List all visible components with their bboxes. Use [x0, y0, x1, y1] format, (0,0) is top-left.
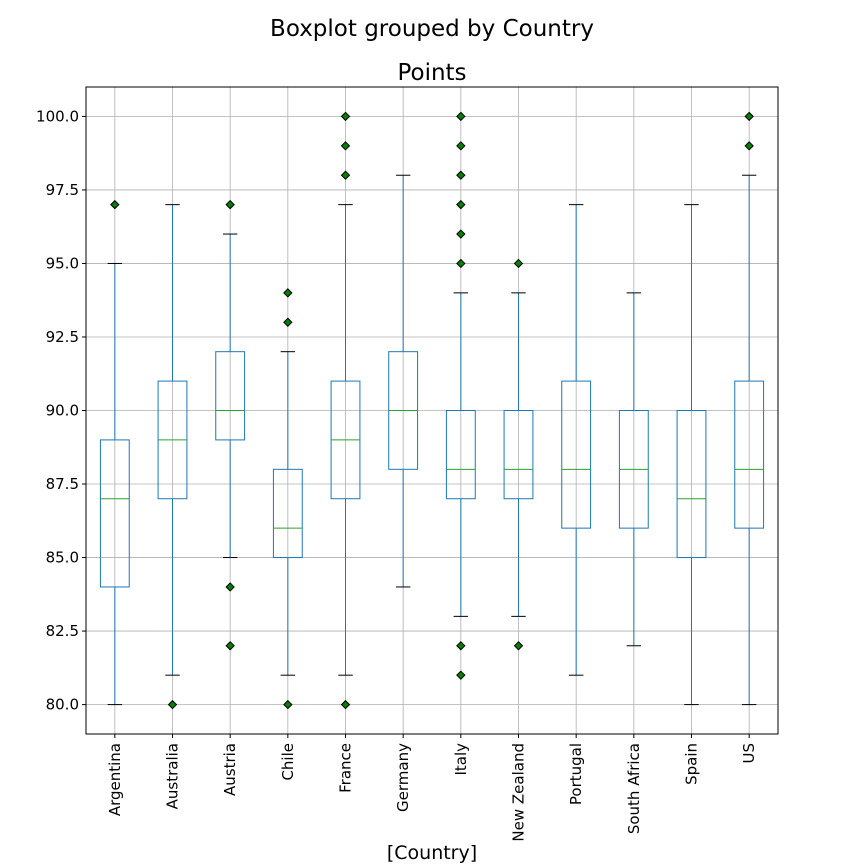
x-tick-label: US: [740, 743, 758, 764]
box-austria: [215, 199, 246, 651]
y-tick-label: 82.5: [46, 622, 79, 640]
x-tick-label: France: [337, 743, 355, 793]
flier-point: [225, 199, 235, 210]
boxes: [99, 111, 765, 710]
y-tick-label: 80.0: [46, 696, 79, 714]
flier-point: [744, 141, 754, 151]
flier-point: [456, 141, 466, 151]
x-tick-label: Australia: [164, 743, 182, 809]
x-tick-label: Germany: [394, 743, 412, 812]
flier-point: [225, 641, 235, 651]
flier-point: [513, 641, 524, 651]
x-tick-label: Italy: [452, 743, 470, 776]
flier-point: [340, 170, 351, 180]
x-tick-label: Chile: [279, 743, 297, 781]
box-south-africa: [618, 292, 649, 647]
flier-point: [340, 111, 351, 122]
flier-point: [456, 111, 466, 122]
x-tick-label: Spain: [683, 743, 701, 785]
y-tick-label: 87.5: [46, 475, 79, 493]
iqr-box: [99, 439, 130, 588]
flier-point: [456, 670, 466, 680]
chart-title: Points: [397, 60, 466, 86]
x-axis-label: [Country]: [387, 842, 477, 864]
box-us: [734, 111, 765, 706]
x-tick-label: Austria: [221, 743, 239, 796]
y-tick-label: 95.0: [46, 254, 79, 272]
box-spain: [676, 204, 707, 706]
iqr-box: [561, 380, 592, 529]
box-germany: [388, 174, 419, 588]
flier-point: [110, 199, 120, 210]
flier-point: [167, 699, 178, 710]
box-new-zealand: [503, 258, 534, 651]
flier-point: [340, 141, 351, 151]
flier-point: [340, 699, 351, 710]
iqr-box: [503, 410, 534, 500]
flier-point: [456, 170, 466, 180]
x-tick-label: South Africa: [625, 743, 643, 834]
iqr-box: [445, 410, 476, 500]
y-tick-label: 97.5: [46, 181, 79, 199]
box-australia: [157, 204, 188, 710]
x-tick-label: Argentina: [106, 743, 124, 816]
x-tick-label: Portugal: [567, 743, 585, 805]
box-argentina: [99, 199, 130, 706]
box-france: [330, 111, 361, 710]
figure-suptitle: Boxplot grouped by Country: [270, 16, 594, 42]
flier-point: [744, 111, 754, 122]
box-portugal: [561, 204, 592, 676]
iqr-box: [676, 410, 707, 559]
x-axis: Argentina Australia Austria Chile France Germ…: [106, 734, 758, 842]
flier-point: [283, 317, 293, 327]
box-italy: [445, 111, 476, 680]
flier-point: [283, 288, 293, 298]
y-tick-label: 92.5: [46, 328, 79, 346]
flier-point: [456, 258, 466, 269]
y-tick-label: 90.0: [46, 402, 79, 420]
iqr-box: [272, 468, 303, 559]
y-tick-label: 100.0: [36, 107, 79, 125]
y-axis: 80.0 82.5 85.0 87.5 90.0 92.5 95.0 97.5 100.0: [36, 107, 86, 714]
box-chile: [272, 288, 303, 710]
flier-point: [456, 641, 466, 651]
flier-point: [456, 199, 466, 210]
flier-point: [283, 699, 293, 710]
iqr-box: [734, 380, 765, 529]
iqr-box: [215, 351, 246, 441]
x-tick-label: New Zealand: [510, 743, 528, 842]
y-tick-label: 85.0: [46, 549, 79, 567]
flier-point: [513, 258, 524, 269]
flier-point: [456, 229, 466, 239]
flier-point: [225, 582, 235, 592]
